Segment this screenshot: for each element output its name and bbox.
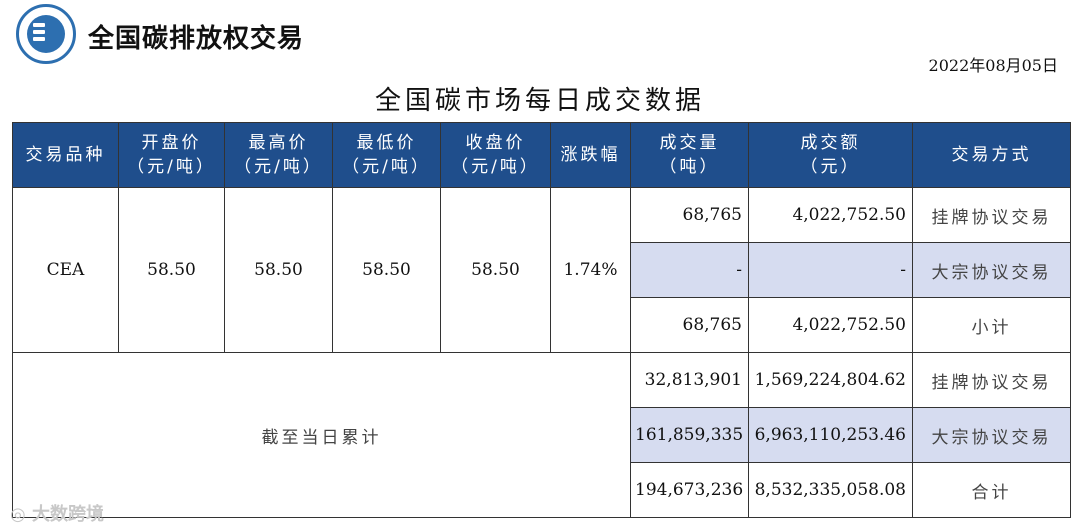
header-volume-unit: （吨） — [659, 157, 720, 177]
trading-data-table: 交易品种 开盘价 （元/吨） 最高价 （元/吨） 最低价 （元/吨） 收盘价 （元/吨）… — [12, 122, 1071, 518]
table-title: 全国碳市场每日成交数据 — [374, 86, 705, 116]
header-open-label: 开盘价 — [141, 133, 202, 153]
volume-cell: 68,765 — [630, 187, 749, 243]
brand-name: 全国碳排放权交易 — [88, 24, 305, 54]
amount-cell: 4,022,752.50 — [748, 297, 913, 353]
header-product-label: 交易品种 — [25, 145, 106, 165]
header-close-label: 收盘价 — [465, 133, 526, 153]
logo-bars — [33, 23, 45, 45]
method-cell: 挂牌协议交易 — [912, 352, 1071, 408]
header-open: 开盘价 （元/吨） — [118, 122, 225, 188]
table-row: 161,859,335 6,963,110,253.46 大宗协议交易 — [13, 407, 1071, 463]
report-date: 2022年08月05日 — [928, 56, 1058, 75]
high-price-cell: 58.50 — [224, 187, 333, 353]
method-cell: 小计 — [912, 297, 1071, 353]
change-cell: 1.74% — [550, 187, 631, 353]
table-row: CEA 58.50 58.50 58.50 58.50 1.74% 68,765… — [12, 187, 1071, 353]
volume-cell: 194,673,236 — [630, 462, 749, 518]
header-change-label: 涨跌幅 — [560, 145, 621, 165]
header-low-label: 最低价 — [356, 133, 417, 153]
watermark-text: 大数跨境 — [32, 504, 104, 525]
header-amount: 成交额 （元） — [748, 122, 913, 188]
table-row: 194,673,236 8,532,335,058.08 合计 — [13, 462, 1071, 518]
method-cell: 大宗协议交易 — [912, 407, 1071, 463]
header-high-label: 最高价 — [248, 133, 309, 153]
open-price-cell: 58.50 — [118, 187, 225, 353]
amount-cell: 4,022,752.50 — [748, 187, 913, 243]
table-row: - - 大宗协议交易 — [13, 242, 1071, 298]
header-close: 收盘价 （元/吨） — [440, 122, 551, 188]
volume-cell: - — [630, 242, 749, 298]
method-cell: 挂牌协议交易 — [912, 187, 1071, 243]
header-volume: 成交量 （吨） — [630, 122, 749, 188]
watermark-icon: ◎ — [10, 504, 26, 525]
header-volume-label: 成交量 — [659, 133, 720, 153]
header-low-unit: （元/吨） — [342, 157, 431, 177]
low-price-cell: 58.50 — [332, 187, 441, 353]
header-row: 交易品种 开盘价 （元/吨） 最高价 （元/吨） 最低价 （元/吨） 收盘价 （元/吨）… — [12, 122, 1071, 188]
header-amount-label: 成交额 — [800, 133, 861, 153]
method-cell: 合计 — [912, 462, 1071, 518]
header-close-unit: （元/吨） — [451, 157, 540, 177]
header-change: 涨跌幅 — [550, 122, 631, 188]
product-cell: CEA — [12, 187, 119, 353]
watermark: ◎ 大数跨境 — [10, 500, 104, 526]
method-cell: 大宗协议交易 — [912, 242, 1071, 298]
amount-cell: - — [748, 242, 913, 298]
table-row: 68,765 4,022,752.50 小计 — [13, 297, 1071, 353]
header-product: 交易品种 — [12, 122, 119, 188]
header-amount-unit: （元） — [800, 157, 861, 177]
header-high-unit: （元/吨） — [234, 157, 323, 177]
volume-cell: 161,859,335 — [630, 407, 749, 463]
volume-cell: 68,765 — [630, 297, 749, 353]
header-method-label: 交易方式 — [951, 145, 1032, 165]
volume-cell: 32,813,901 — [630, 352, 749, 408]
brand-header: 全国碳排放权交易 — [16, 4, 316, 64]
exchange-logo-icon — [16, 4, 76, 64]
header-method: 交易方式 — [912, 122, 1071, 188]
logo-inner — [27, 15, 65, 53]
amount-cell: 1,569,224,804.62 — [748, 352, 913, 408]
cumulative-label-cell: 截至当日累计 — [12, 352, 631, 518]
header-low: 最低价 （元/吨） — [332, 122, 441, 188]
close-price-cell: 58.50 — [440, 187, 551, 353]
header-high: 最高价 （元/吨） — [224, 122, 333, 188]
amount-cell: 8,532,335,058.08 — [748, 462, 913, 518]
amount-cell: 6,963,110,253.46 — [748, 407, 913, 463]
header-open-unit: （元/吨） — [127, 157, 216, 177]
table-row: 截至当日累计 32,813,901 1,569,224,804.62 挂牌协议交… — [12, 352, 1071, 518]
